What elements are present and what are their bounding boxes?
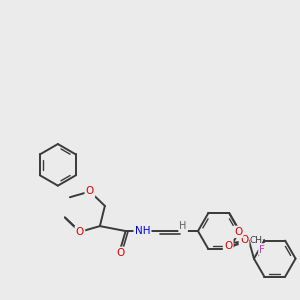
Text: CH₃: CH₃	[250, 236, 267, 245]
Text: O: O	[234, 227, 242, 237]
Text: O: O	[76, 227, 84, 237]
Text: O: O	[86, 187, 94, 196]
Text: F: F	[260, 244, 265, 254]
Text: O: O	[224, 241, 232, 251]
Text: O: O	[117, 248, 125, 258]
Text: H: H	[179, 221, 187, 231]
Text: NH: NH	[135, 226, 150, 236]
Text: O: O	[240, 235, 248, 245]
